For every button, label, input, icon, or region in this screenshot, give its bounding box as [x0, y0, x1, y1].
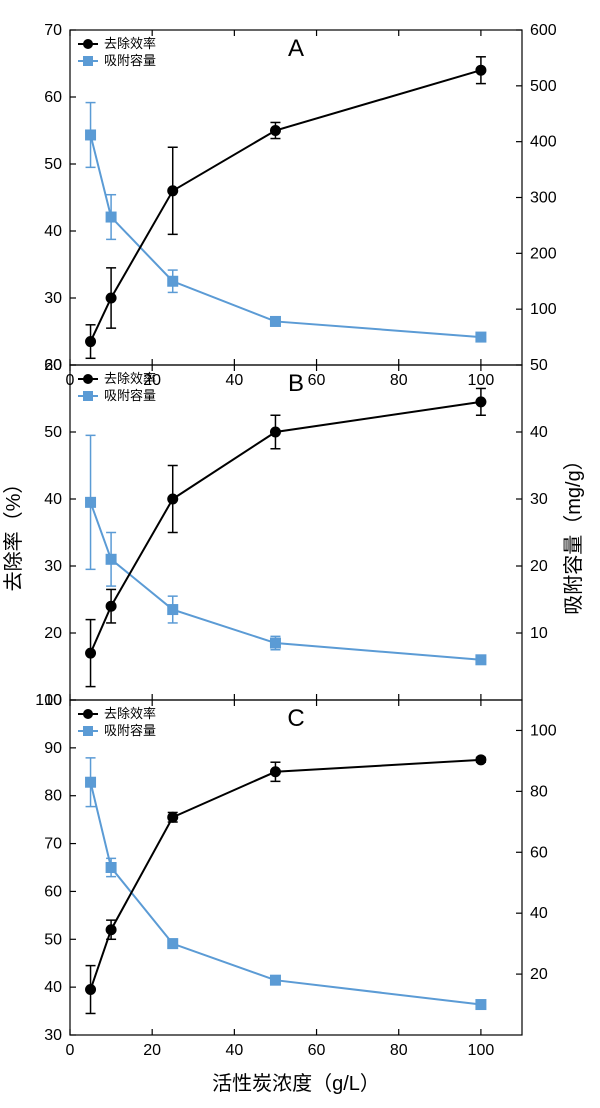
ytick-right: 20 — [530, 966, 548, 983]
ytick-left: 100 — [35, 692, 62, 709]
ytick-left: 30 — [44, 1027, 62, 1044]
ytick-left: 50 — [44, 156, 62, 173]
ytick-left: 80 — [44, 788, 62, 805]
xtick: 0 — [66, 1042, 75, 1059]
ytick-right: 200 — [530, 245, 557, 262]
ytick-left: 50 — [44, 931, 62, 948]
removal-line-A — [91, 70, 481, 341]
legend-capacity-label: 吸附容量 — [104, 723, 156, 738]
xtick: 20 — [143, 1042, 161, 1059]
legend-C: 去除效率吸附容量 — [78, 706, 156, 738]
ytick-left: 50 — [44, 424, 62, 441]
legend-capacity-label: 吸附容量 — [104, 388, 156, 403]
triple-panel-chart: 20 30 40 50 60 70 100 200 300 400 500 600 0 20 40 60 80 1… — [0, 0, 600, 1108]
ytick-right: 40 — [530, 424, 548, 441]
ytick-left: 60 — [44, 883, 62, 900]
ytick-right: 20 — [530, 558, 548, 575]
ytick-left: 40 — [44, 223, 62, 240]
capacity-marker — [270, 316, 280, 326]
xtick: 100 — [468, 372, 495, 389]
xtick: 40 — [225, 1042, 243, 1059]
capacity-line-A — [91, 135, 481, 337]
removal-marker — [270, 126, 280, 136]
removal-marker — [476, 397, 486, 407]
xtick: 60 — [308, 372, 326, 389]
ytick-right: 500 — [530, 78, 557, 95]
removal-marker — [106, 925, 116, 935]
removal-marker — [476, 755, 486, 765]
ytick-right: 300 — [530, 190, 557, 207]
ytick-right: 50 — [530, 357, 548, 374]
capacity-marker — [168, 939, 178, 949]
removal-marker — [106, 601, 116, 611]
capacity-marker — [270, 975, 280, 985]
ytick-left: 90 — [44, 740, 62, 757]
removal-marker — [168, 186, 178, 196]
panel-label-B: B — [288, 370, 304, 397]
panel-frame-B — [70, 365, 522, 700]
xtick: 60 — [308, 1042, 326, 1059]
ytick-right: 10 — [530, 625, 548, 642]
ytick-left: 20 — [44, 625, 62, 642]
ytick-right: 60 — [530, 844, 548, 861]
capacity-marker — [86, 497, 96, 507]
ytick-left: 70 — [44, 836, 62, 853]
legend-A: 去除效率吸附容量 — [78, 36, 156, 68]
xtick: 80 — [390, 1042, 408, 1059]
ytick-right: 100 — [530, 722, 557, 739]
capacity-marker — [476, 655, 486, 665]
capacity-marker — [270, 638, 280, 648]
panel-frame-C — [70, 700, 522, 1035]
ytick-right: 100 — [530, 301, 557, 318]
removal-line-B — [91, 402, 481, 653]
capacity-marker — [86, 130, 96, 140]
panel-label-C: C — [287, 705, 304, 732]
ytick-right: 30 — [530, 491, 548, 508]
legend-removal-label: 去除效率 — [104, 36, 156, 51]
removal-marker — [86, 648, 96, 658]
capacity-marker — [168, 276, 178, 286]
capacity-marker — [86, 777, 96, 787]
capacity-line-B — [91, 502, 481, 659]
x-axis-label: 活性炭浓度（g/L） — [212, 1072, 380, 1095]
capacity-marker — [476, 332, 486, 342]
capacity-marker — [168, 605, 178, 615]
capacity-marker — [106, 863, 116, 873]
xtick: 80 — [390, 372, 408, 389]
y-axis-right-label: 吸附容量（mg/g） — [562, 450, 585, 614]
removal-marker — [168, 494, 178, 504]
ytick-left: 70 — [44, 22, 62, 39]
legend-capacity-label: 吸附容量 — [104, 53, 156, 68]
ytick-right: 600 — [530, 22, 557, 39]
capacity-marker — [106, 554, 116, 564]
removal-marker — [270, 427, 280, 437]
ytick-left: 40 — [44, 979, 62, 996]
ytick-left: 60 — [44, 89, 62, 106]
removal-marker — [476, 65, 486, 75]
removal-marker — [106, 293, 116, 303]
ytick-left: 60 — [44, 357, 62, 374]
ytick-right: 400 — [530, 134, 557, 151]
ytick-right: 40 — [530, 905, 548, 922]
removal-marker — [270, 767, 280, 777]
legend-removal-label: 去除效率 — [104, 371, 156, 386]
ytick-left: 30 — [44, 558, 62, 575]
removal-marker — [168, 812, 178, 822]
ytick-right: 80 — [530, 783, 548, 800]
y-axis-left-label: 去除率（%） — [2, 474, 25, 592]
panel-label-A: A — [288, 35, 304, 62]
removal-marker — [86, 985, 96, 995]
ytick-left: 30 — [44, 290, 62, 307]
removal-line-C — [91, 760, 481, 990]
xtick: 40 — [225, 372, 243, 389]
panel-frame-A — [70, 30, 522, 365]
capacity-marker — [476, 1000, 486, 1010]
legend-removal-label: 去除效率 — [104, 706, 156, 721]
capacity-line-C — [91, 782, 481, 1004]
removal-marker — [86, 337, 96, 347]
xtick: 100 — [468, 1042, 495, 1059]
capacity-marker — [106, 212, 116, 222]
ytick-left: 40 — [44, 491, 62, 508]
